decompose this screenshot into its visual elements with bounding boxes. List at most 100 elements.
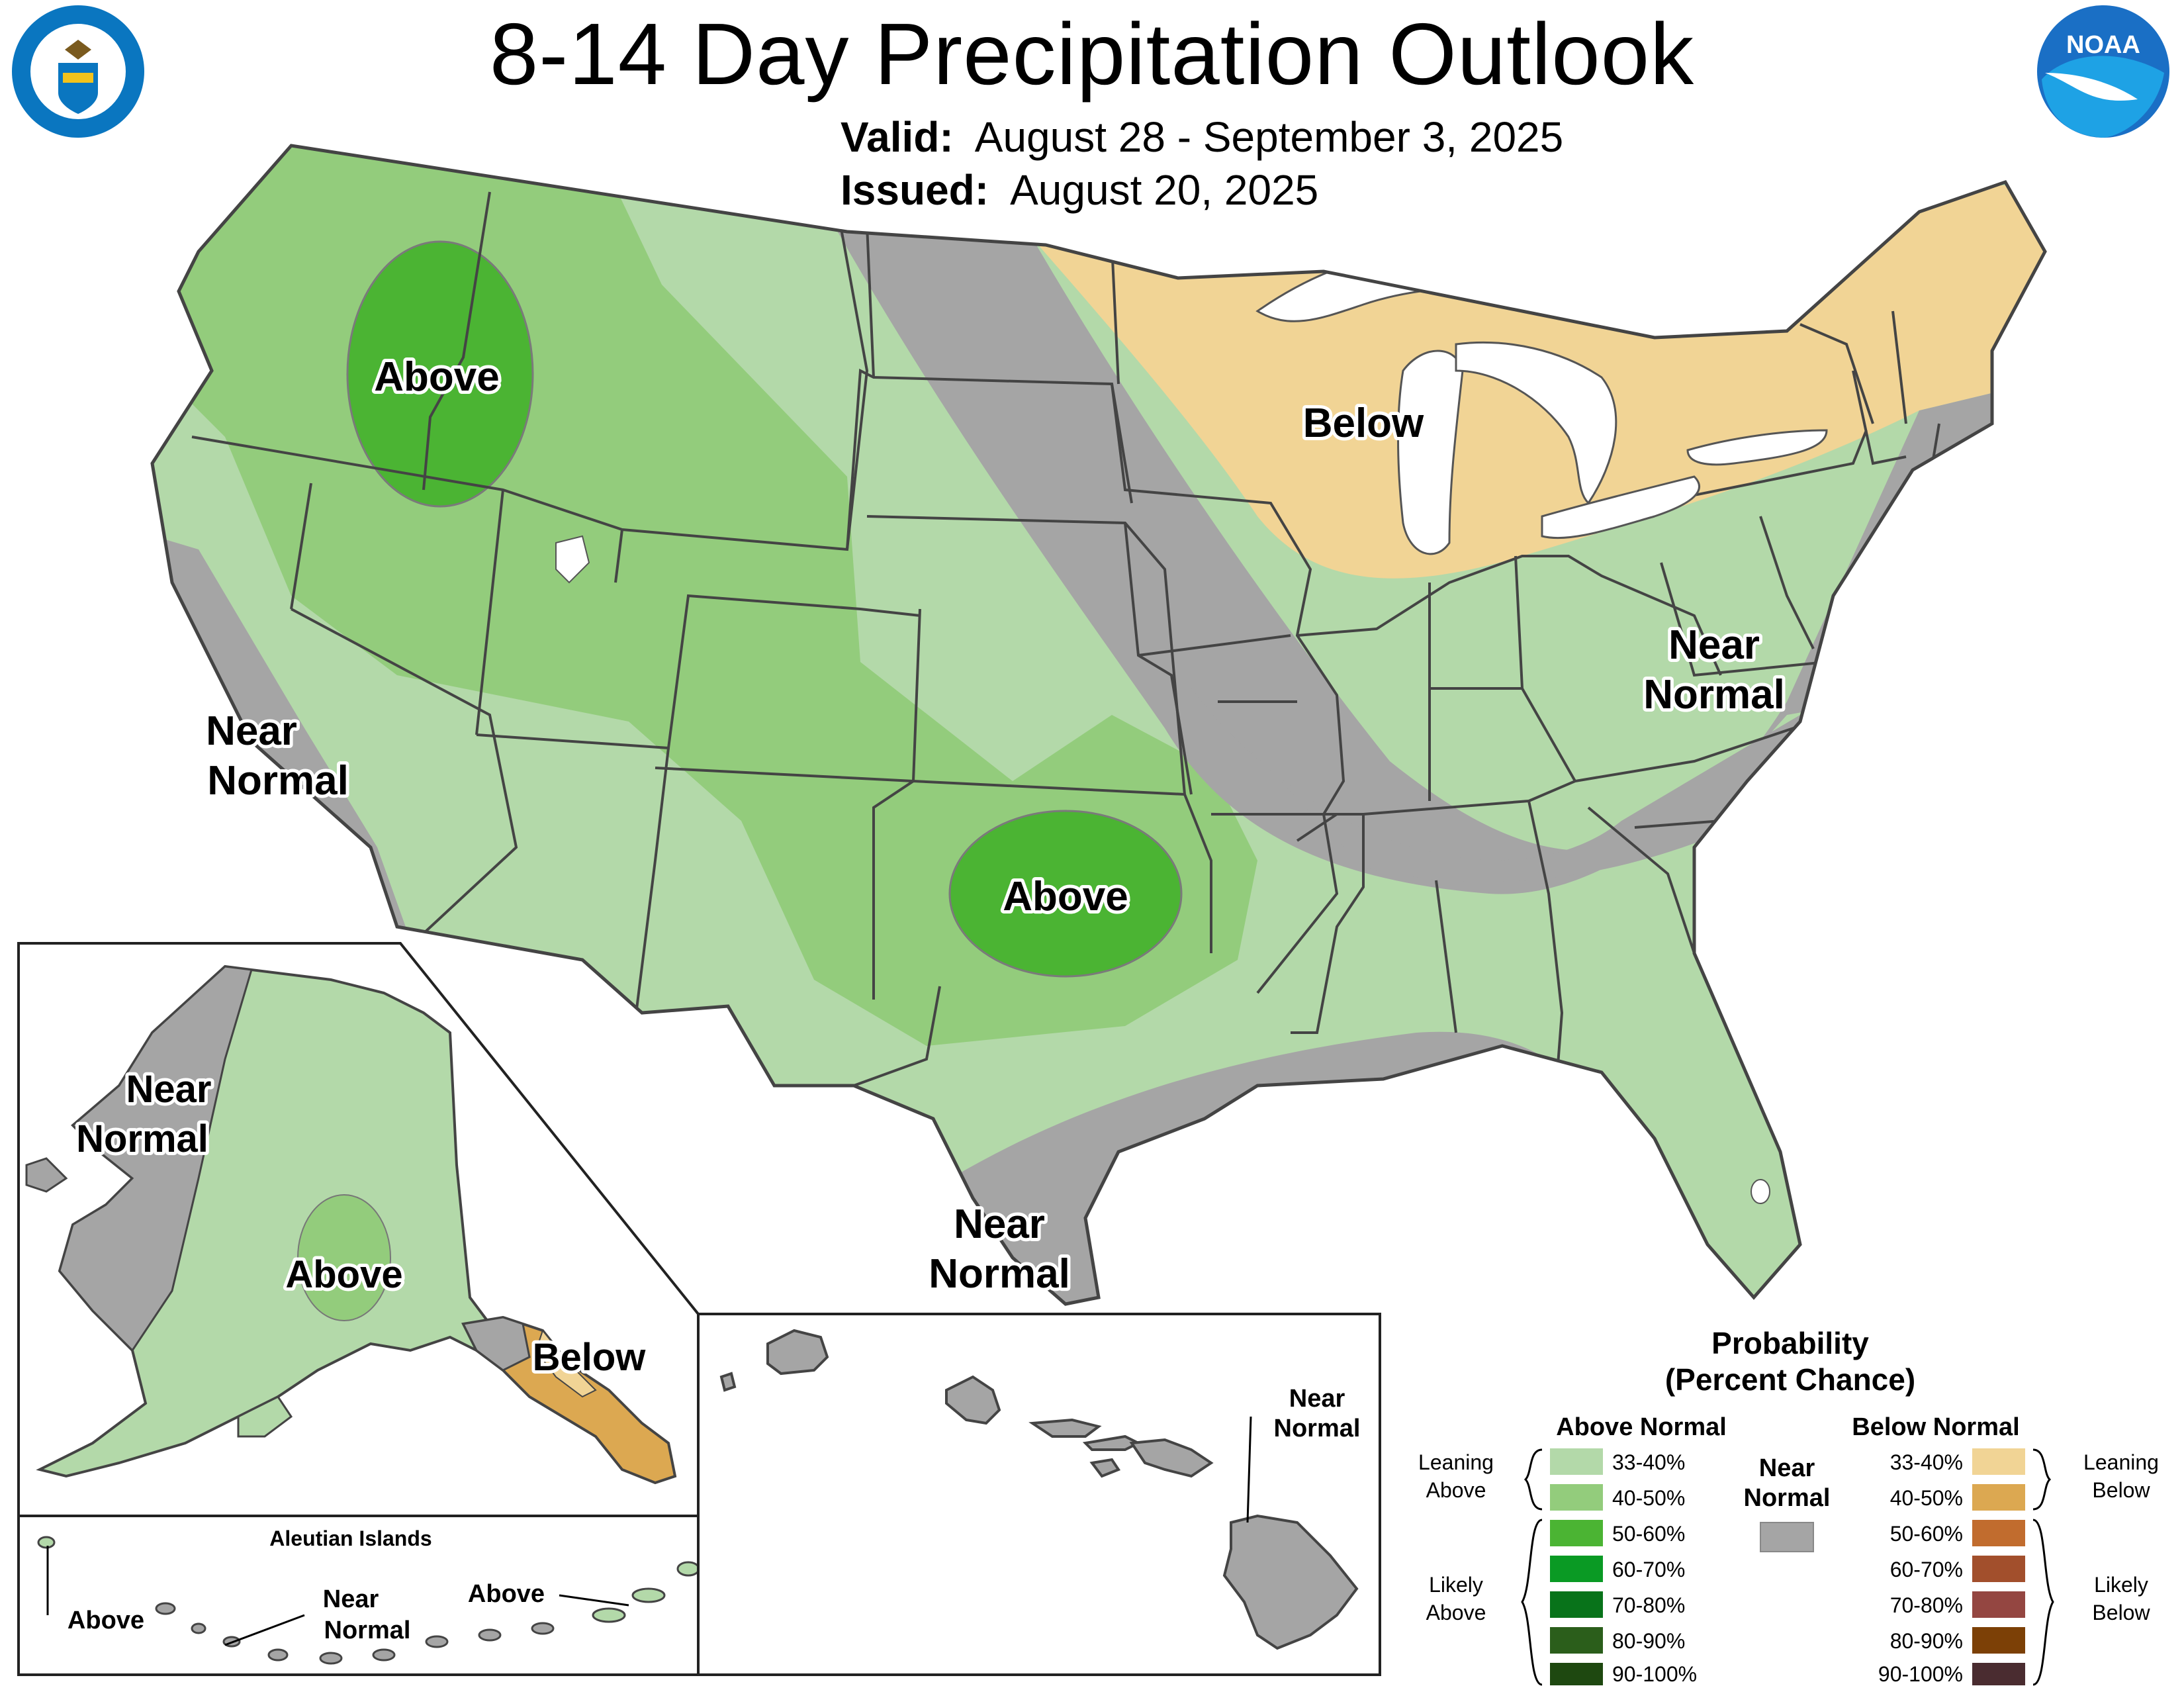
legend-above-swatch-33-40 [1550, 1448, 1603, 1475]
legend-below-label-7: 90-100% [1878, 1662, 1963, 1686]
aleutian-inset: Aleutian Islands Above Near Normal Above [17, 1515, 700, 1676]
hawaii-leader-line [1246, 1416, 1252, 1523]
legend-below-label-4: 60-70% [1890, 1558, 1963, 1581]
label-near-normal-west-line2: Normal [207, 758, 349, 804]
legend-braces [1521, 1448, 2054, 1686]
legend-above-label-5: 70-80% [1612, 1593, 1685, 1617]
legend-above-label-1: 33-40% [1612, 1450, 1685, 1474]
eagle-icon [65, 40, 91, 60]
legend-below-swatch-50-60 [1972, 1520, 2025, 1546]
legend-above-swatch-40-50 [1550, 1484, 1603, 1511]
label-below-northeast: Below [1303, 400, 1424, 446]
conus-state-lines [191, 191, 1940, 1100]
legend-leaning-below-line1: Leaning [2083, 1450, 2159, 1474]
valid-dates: Valid: August 28 - September 3, 2025 [841, 113, 1563, 162]
legend-below-label-5: 70-80% [1890, 1593, 1963, 1617]
conus-near-normal-midatlantic [1191, 688, 1827, 882]
aleutian-islands-near-normal [155, 1602, 555, 1665]
label-near-normal-east-line1: Near [1668, 622, 1760, 668]
legend-below-label-1: 33-40% [1890, 1450, 1963, 1474]
issued-label: Issued: [841, 166, 989, 214]
hawaii-inset: Near Normal [697, 1313, 1381, 1676]
label-alaska-near-normal-line1: Near [126, 1068, 212, 1111]
label-aleutian-above-left: Above [68, 1607, 144, 1634]
lake-okeechobee [1751, 1179, 1770, 1204]
conus-near-normal-east [834, 225, 2045, 894]
hawaiian-islands [719, 1329, 1359, 1650]
conus-above-50-60-northwest [346, 240, 534, 508]
legend-likely-above-line1: Likely [1429, 1573, 1483, 1597]
label-aleutian-near-normal-line2: Normal [324, 1617, 411, 1644]
legend-bracket-labels: Leaning Above Likely Above Leaning Below… [1418, 1450, 2159, 1624]
legend-above-swatch-50-60 [1550, 1520, 1603, 1546]
label-hawaii-near-normal-line1: Near [1289, 1385, 1345, 1413]
conus-above-50-60-south [948, 810, 1183, 978]
label-alaska-near-normal-line2: Normal [76, 1117, 208, 1160]
label-aleutian-near-normal-line1: Near [323, 1585, 379, 1613]
department-of-commerce-seal [12, 5, 144, 138]
legend-below-label-2: 40-50% [1890, 1486, 1963, 1510]
aleutian-leader-lines [46, 1546, 629, 1646]
legend-below-label-3: 50-60% [1890, 1522, 1963, 1546]
legend: Probability (Percent Chance) Above Norma… [1418, 1326, 2159, 1686]
label-alaska-above: Above [285, 1253, 402, 1296]
legend-above-swatch-60-70 [1550, 1556, 1603, 1582]
legend-title-line1: Probability [1711, 1326, 1869, 1360]
legend-title-line2: (Percent Chance) [1665, 1362, 1915, 1397]
legend-below-swatch-33-40 [1972, 1448, 2025, 1475]
issued-value: August 20, 2025 [1010, 166, 1319, 214]
alaska-near-normal-region [58, 965, 253, 1352]
legend-below-swatch-80-90 [1972, 1627, 2025, 1654]
noaa-logo: NOAA [2037, 5, 2169, 138]
alaska-above-40-50-region [297, 1194, 391, 1321]
legend-above-swatch-70-80 [1550, 1591, 1603, 1618]
legend-above-swatches [1550, 1448, 1603, 1685]
legend-likely-above-line2: Above [1426, 1601, 1486, 1624]
legend-below-label-6: 80-90% [1890, 1629, 1963, 1653]
label-near-normal-west-line1: Near [206, 708, 297, 754]
label-alaska-below: Below [533, 1336, 647, 1379]
legend-above-label-6: 80-90% [1612, 1629, 1685, 1653]
seal-ship [63, 73, 93, 83]
legend-near-header-line1: Near [1759, 1454, 1815, 1482]
legend-leaning-above-line2: Above [1426, 1478, 1486, 1502]
legend-below-swatch-40-50 [1972, 1484, 2025, 1511]
legend-near-header-line2: Normal [1744, 1484, 1831, 1512]
legend-below-header: Below Normal [1852, 1413, 2019, 1441]
legend-below-swatch-60-70 [1972, 1556, 2025, 1582]
legend-leaning-above-line1: Leaning [1418, 1450, 1494, 1474]
legend-likely-below-line1: Likely [2094, 1573, 2148, 1597]
legend-below-swatch-70-80 [1972, 1591, 2025, 1618]
legend-above-label-7: 90-100% [1612, 1662, 1697, 1686]
legend-below-swatch-90-100 [1972, 1663, 2025, 1685]
aleutian-islands-above [37, 1536, 700, 1623]
legend-leaning-below-line2: Below [2092, 1478, 2150, 1502]
conus-outline [150, 144, 2047, 1306]
noaa-text: NOAA [2066, 31, 2140, 59]
legend-above-labels: 33-40% 40-50% 50-60% 60-70% 70-80% 80-90… [1612, 1450, 1697, 1686]
label-aleutian-above-right: Above [468, 1580, 545, 1608]
aleutian-title: Aleutian Islands [269, 1526, 432, 1550]
legend-near-normal-swatch [1760, 1522, 1814, 1552]
label-near-normal-gulf-line2: Normal [929, 1251, 1070, 1297]
label-near-normal-gulf-line1: Near [954, 1201, 1045, 1247]
legend-above-swatch-80-90 [1550, 1627, 1603, 1654]
alaska-panhandle-below-33-40 [535, 1329, 597, 1398]
label-near-normal-east-line2: Normal [1643, 672, 1785, 718]
issued-date: Issued: August 20, 2025 [841, 165, 1318, 214]
legend-above-label-4: 60-70% [1612, 1558, 1685, 1581]
aleutian-inset-frame [17, 1515, 700, 1676]
label-above-northwest: Above [374, 354, 499, 400]
label-hawaii-near-normal-line2: Normal [1274, 1415, 1361, 1442]
noaa-gull-icon [2045, 73, 2138, 101]
kodiak-island [237, 1395, 293, 1438]
valid-value: August 28 - September 3, 2025 [974, 113, 1564, 161]
legend-likely-below-line2: Below [2092, 1601, 2150, 1624]
label-above-south: Above [1003, 874, 1128, 919]
alaska-panhandle-near-normal [461, 1316, 531, 1372]
legend-above-swatch-90-100 [1550, 1663, 1603, 1685]
valid-label: Valid: [841, 113, 954, 161]
st-lawrence-island [25, 1157, 68, 1193]
legend-above-label-3: 50-60% [1612, 1522, 1685, 1546]
map-title: 8-14 Day Precipitation Outlook [489, 5, 1695, 103]
